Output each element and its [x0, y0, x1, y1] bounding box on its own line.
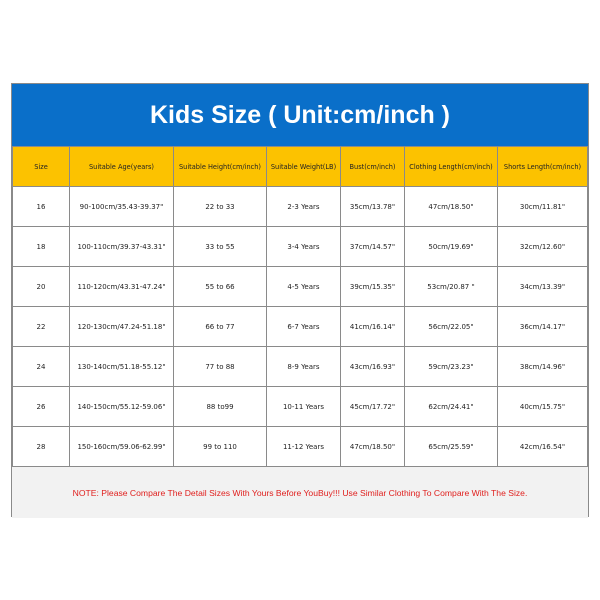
table-cell: 45cm/17.72": [340, 386, 405, 427]
table-cell: 11-12 Years: [266, 426, 341, 467]
table-cell: 66 to 77: [173, 306, 267, 347]
table-cell: 2-3 Years: [266, 186, 341, 227]
table-cell: 38cm/14.96": [497, 346, 588, 387]
table-cell: 150-160cm/59.06-62.99": [69, 426, 174, 467]
table-cell: 32cm/12.60": [497, 226, 588, 267]
table-cell: 26: [12, 386, 70, 427]
table-cell: 47cm/18.50": [340, 426, 405, 467]
column-header: Suitable Age(years): [69, 146, 174, 187]
table-cell: 6-7 Years: [266, 306, 341, 347]
table-cell: 34cm/13.39": [497, 266, 588, 307]
chart-title: Kids Size ( Unit:cm/inch ): [12, 84, 588, 146]
table-cell: 120-130cm/47.24-51.18": [69, 306, 174, 347]
table-cell: 59cm/23.23": [404, 346, 498, 387]
table-cell: 55 to 66: [173, 266, 267, 307]
table-cell: 24: [12, 346, 70, 387]
column-header: Shorts Length(cm/inch): [497, 146, 588, 187]
column-header: Suitable Weight(LB): [266, 146, 341, 187]
table-cell: 100-110cm/39.37-43.31": [69, 226, 174, 267]
table-cell: 16: [12, 186, 70, 227]
table-cell: 56cm/22.05": [404, 306, 498, 347]
table-row: 28 150-160cm/59.06-62.99" 99 to 110 11-12 Y…: [12, 426, 588, 467]
table-cell: 36cm/14.17": [497, 306, 588, 347]
table-cell: 3-4 Years: [266, 226, 341, 267]
column-header: Clothing Length(cm/inch): [404, 146, 498, 187]
table-cell: 43cm/16.93": [340, 346, 405, 387]
header-row: Size Suitable Age(years) Suitable Height(c…: [12, 146, 588, 187]
table-cell: 28: [12, 426, 70, 467]
table-cell: 90-100cm/35.43-39.37": [69, 186, 174, 227]
table-row: 26 140-150cm/55.12-59.06" 88 to99 10-11 Yea…: [12, 386, 588, 427]
column-header: Suitable Height(cm/inch): [173, 146, 267, 187]
table-cell: 33 to 55: [173, 226, 267, 267]
table-cell: 50cm/19.69": [404, 226, 498, 267]
table-cell: 30cm/11.81": [497, 186, 588, 227]
table-cell: 22 to 33: [173, 186, 267, 227]
table-cell: 110-120cm/43.31-47.24": [69, 266, 174, 307]
table-row: 16 90-100cm/35.43-39.37" 22 to 33 2-3 Years…: [12, 186, 588, 227]
table-cell: 37cm/14.57": [340, 226, 405, 267]
table-row: 22 120-130cm/47.24-51.18" 66 to 77 6-7 Year…: [12, 306, 588, 347]
table-row: 24 130-140cm/51.18-55.12" 77 to 88 8-9 Year…: [12, 346, 588, 387]
table-cell: 130-140cm/51.18-55.12": [69, 346, 174, 387]
table-cell: 20: [12, 266, 70, 307]
table-cell: 62cm/24.41": [404, 386, 498, 427]
table-row: 18 100-110cm/39.37-43.31" 33 to 55 3-4 Year…: [12, 226, 588, 267]
table-cell: 10-11 Years: [266, 386, 341, 427]
table-cell: 88 to99: [173, 386, 267, 427]
table-cell: 22: [12, 306, 70, 347]
column-header: Bust(cm/inch): [340, 146, 405, 187]
size-chart: Kids Size ( Unit:cm/inch ) Size Suitable …: [11, 83, 589, 518]
size-table: Size Suitable Age(years) Suitable Height(c…: [12, 146, 588, 467]
table-cell: 42cm/16.54": [497, 426, 588, 467]
column-header: Size: [12, 146, 70, 187]
table-row: 20 110-120cm/43.31-47.24" 55 to 66 4-5 Year…: [12, 266, 588, 307]
table-cell: 65cm/25.59": [404, 426, 498, 467]
table-cell: 140-150cm/55.12-59.06": [69, 386, 174, 427]
table-cell: 40cm/15.75": [497, 386, 588, 427]
table-cell: 47cm/18.50": [404, 186, 498, 227]
size-note: NOTE: Please Compare The Detail Sizes Wi…: [12, 467, 588, 518]
table-cell: 99 to 110: [173, 426, 267, 467]
table-cell: 4-5 Years: [266, 266, 341, 307]
table-cell: 18: [12, 226, 70, 267]
table-cell: 41cm/16.14": [340, 306, 405, 347]
table-cell: 39cm/15.35": [340, 266, 405, 307]
table-cell: 35cm/13.78": [340, 186, 405, 227]
table-cell: 8-9 Years: [266, 346, 341, 387]
table-cell: 77 to 88: [173, 346, 267, 387]
table-cell: 53cm/20.87 ": [404, 266, 498, 307]
